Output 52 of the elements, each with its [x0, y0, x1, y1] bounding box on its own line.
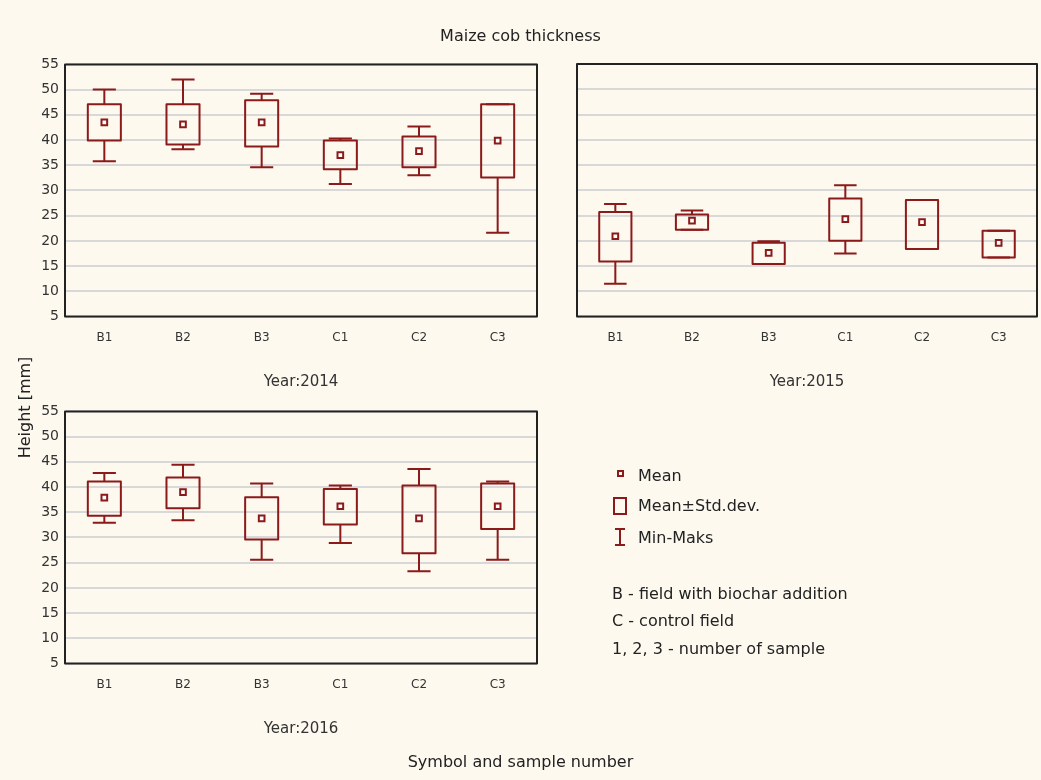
y-tick-label: 35	[41, 155, 59, 172]
y-tick-label: 15	[41, 603, 59, 620]
x-tick-label: B3	[253, 329, 270, 344]
y-tick-label: 10	[41, 629, 59, 646]
x-tick-label: B1	[96, 676, 113, 691]
x-tick-label: B1	[607, 329, 624, 344]
x-tick-label: B3	[760, 329, 777, 344]
x-tick-label: B1	[96, 329, 113, 344]
x-tick-label: B3	[253, 676, 270, 691]
x-tick-label: C1	[332, 676, 349, 691]
y-tick-label: 45	[41, 452, 59, 469]
text: Symbol and sample number	[406, 752, 635, 771]
x-axis-title: Year:2015	[768, 371, 845, 390]
y-tick-label: 25	[41, 206, 59, 223]
y-tick-label: 55	[41, 402, 59, 419]
x-tick-label: B2	[175, 676, 191, 691]
x-tick-label: C2	[410, 676, 428, 691]
y-tick-label: 10	[41, 282, 59, 299]
x-tick-label: C3	[489, 676, 506, 691]
x-tick-label: B2	[684, 329, 700, 344]
y-tick-label: 40	[41, 477, 59, 494]
y-tick-label: 45	[41, 105, 59, 122]
x-tick-label: B2	[175, 329, 191, 344]
x-axis-title: Year:2016	[262, 718, 339, 737]
y-tick-label: 40	[41, 130, 59, 147]
text: 1, 2, 3 - number of sample	[612, 639, 826, 658]
x-tick-label: C3	[990, 329, 1007, 344]
x-tick-label: C1	[837, 329, 854, 344]
text: Min-Maks	[638, 528, 714, 547]
y-tick-label: 15	[41, 256, 59, 273]
y-tick-label: 50	[41, 80, 59, 97]
y-tick-label: 5	[50, 654, 59, 671]
x-tick-label: C2	[410, 329, 428, 344]
text: Mean±Std.dev.	[638, 496, 760, 515]
x-tick-label: C1	[332, 329, 349, 344]
x-axis-title: Year:2014	[262, 371, 339, 390]
y-tick-label: 30	[41, 181, 59, 198]
y-tick-label: 5	[50, 307, 59, 324]
y-tick-label: 55	[41, 55, 59, 72]
y-tick-label: 20	[41, 231, 59, 248]
x-tick-label: C2	[913, 329, 931, 344]
y-tick-label: 25	[41, 553, 59, 570]
text: Mean	[638, 466, 682, 485]
y-tick-label: 30	[41, 528, 59, 545]
text: C - control field	[612, 611, 735, 630]
chart-title: Maize cob thickness	[439, 26, 602, 45]
text: B - field with biochar addition	[612, 584, 848, 603]
y-tick-label: 35	[41, 502, 59, 519]
y-tick-label: 20	[41, 578, 59, 595]
y-axis-title: Height [mm]	[14, 355, 34, 461]
x-tick-label: C3	[489, 329, 506, 344]
y-tick-label: 50	[41, 427, 59, 444]
